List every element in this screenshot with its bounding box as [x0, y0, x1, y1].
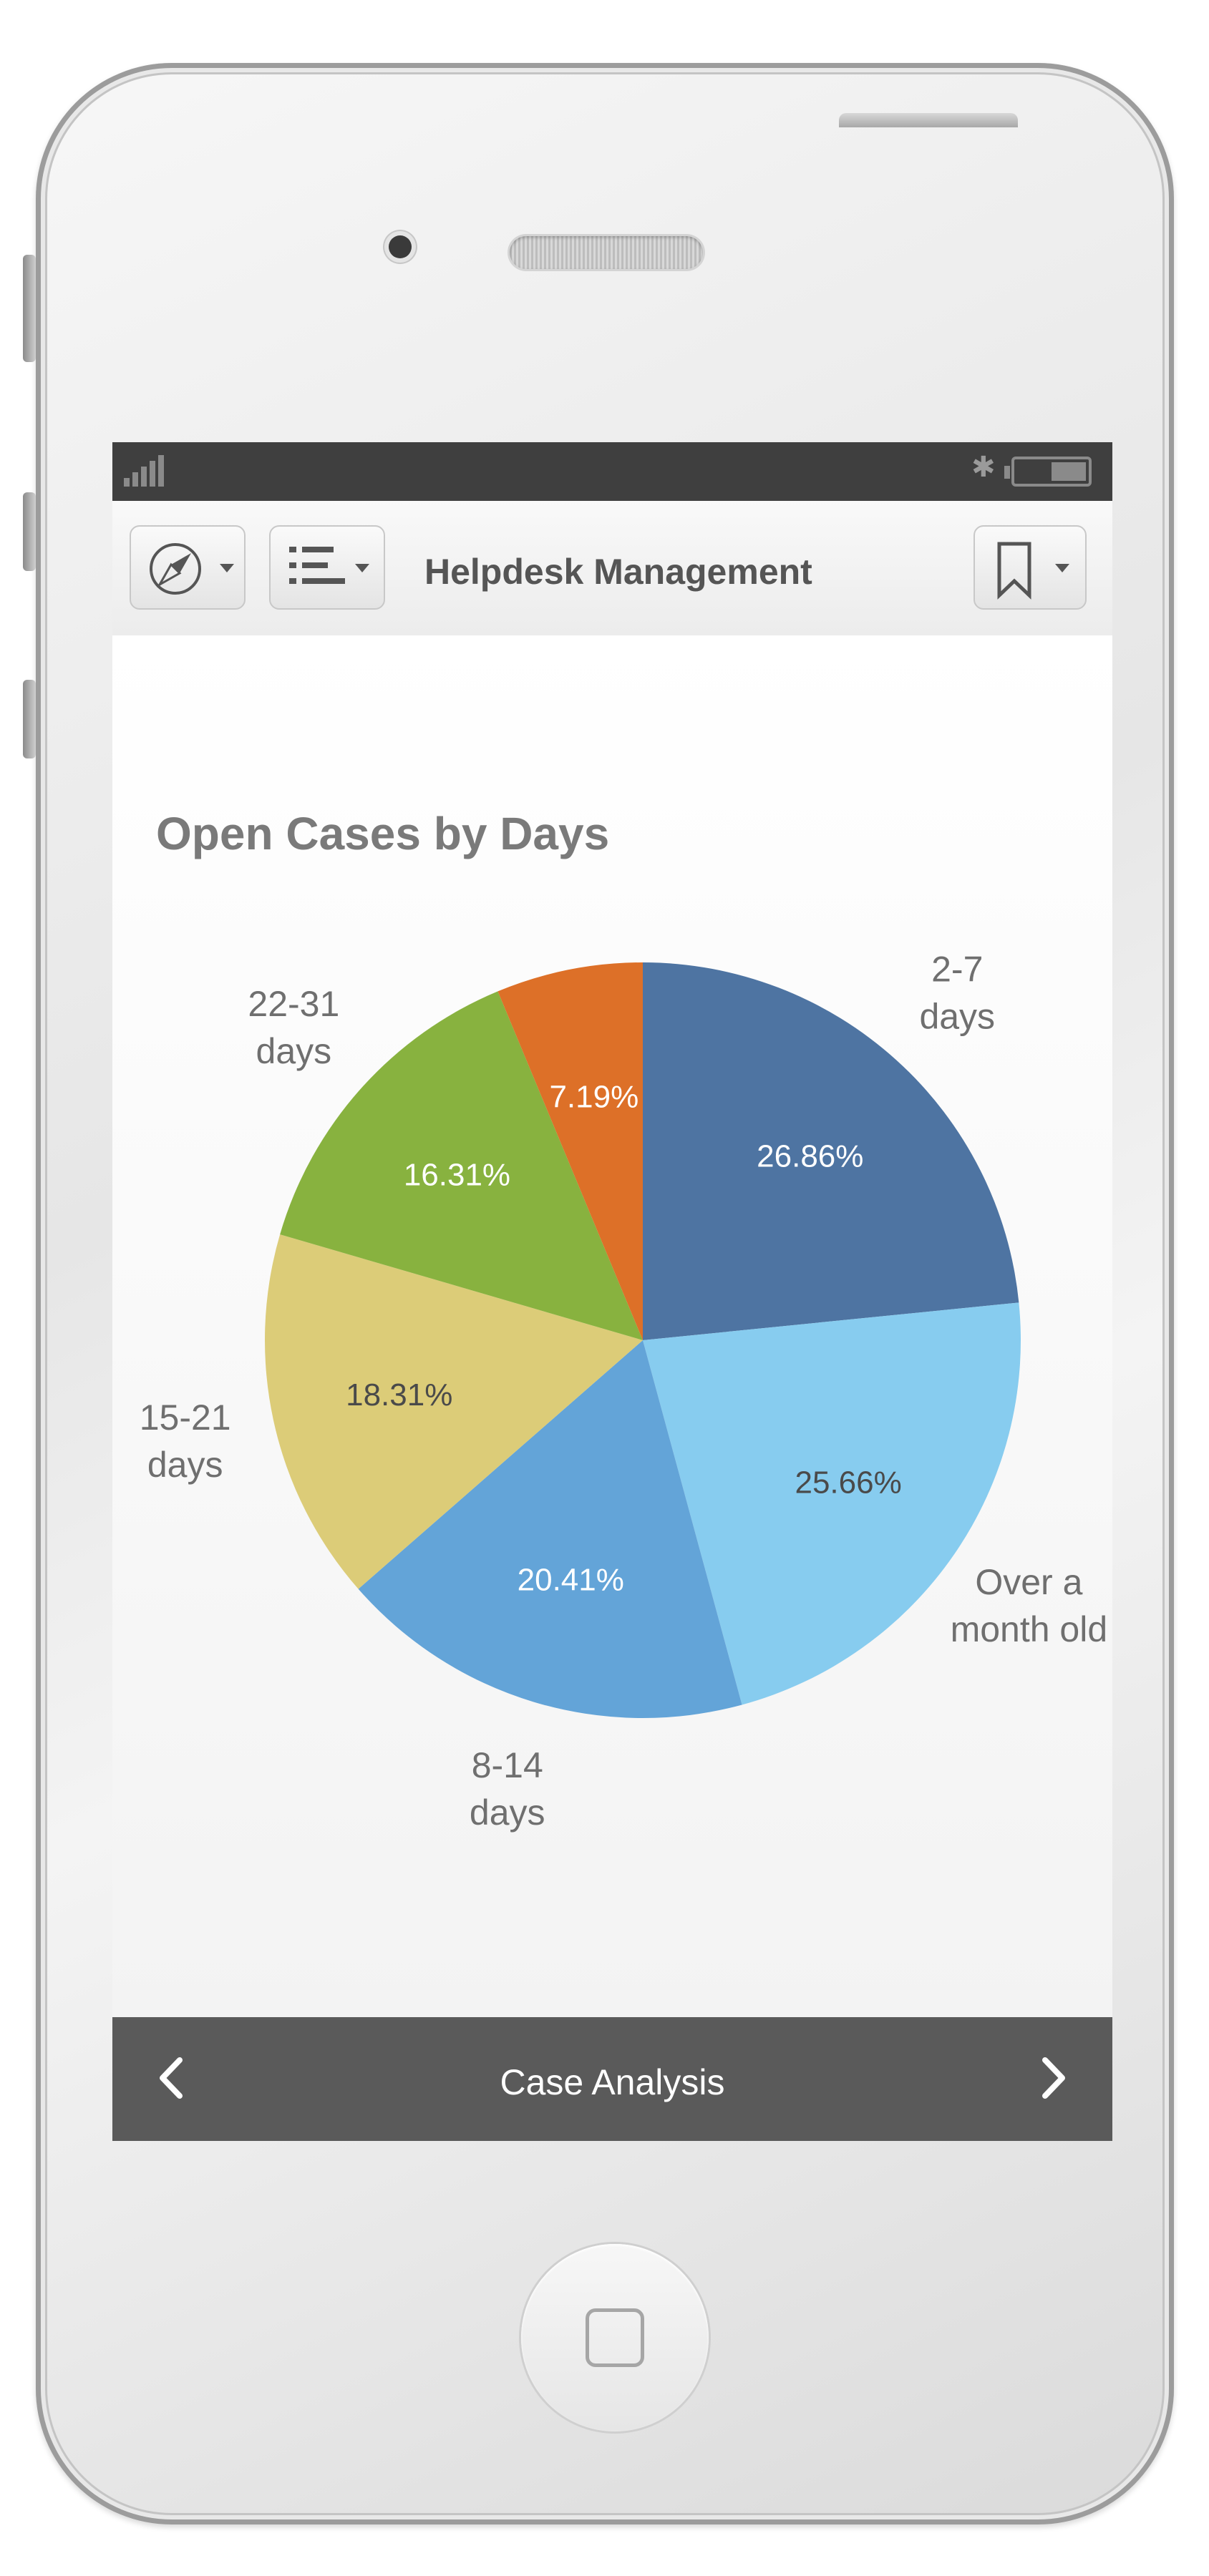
- chevron-right-icon[interactable]: [1022, 2046, 1087, 2110]
- navigation-menu-button[interactable]: [130, 525, 246, 610]
- signal-bars-icon: [124, 455, 167, 487]
- slice-category-label: 8-14 days: [470, 1745, 545, 1833]
- slice-category-label: 22-31 days: [248, 984, 339, 1071]
- chart-title: Open Cases by Days: [156, 808, 610, 859]
- volume-up-button: [23, 492, 36, 571]
- battery-icon: [1004, 457, 1092, 487]
- pie-chart: 26.86% 2-7 days 25.66% Over a month old 20.41%…: [140, 949, 1108, 1833]
- pie-slice[interactable]: [643, 962, 1019, 1340]
- phone-screen: ✱ Helpdesk Management: [112, 442, 1112, 2141]
- sections-menu-button[interactable]: [269, 525, 385, 610]
- slice-value-label: 7.19%: [549, 1079, 639, 1114]
- front-camera: [389, 235, 412, 258]
- slice-value-label: 25.66%: [795, 1465, 901, 1501]
- slice-category-label: 15-21 days: [140, 1397, 231, 1485]
- app-toolbar: Helpdesk Management: [112, 501, 1112, 637]
- pie-slice[interactable]: [358, 1340, 742, 1718]
- earpiece-speaker: [510, 236, 703, 269]
- pie-slice[interactable]: [265, 1234, 643, 1589]
- slice-value-label: 26.86%: [757, 1139, 863, 1174]
- home-button-icon: [586, 2308, 644, 2367]
- list-icon: [289, 547, 369, 584]
- slice-value-label: 20.41%: [518, 1563, 624, 1598]
- status-bar: ✱: [112, 442, 1112, 501]
- pie-slice[interactable]: [643, 1302, 1021, 1705]
- power-button: [839, 113, 1018, 127]
- bookmark-icon: [997, 542, 1069, 600]
- slice-value-label: 16.31%: [404, 1157, 510, 1192]
- pie-slice[interactable]: [280, 991, 643, 1340]
- mute-switch: [23, 255, 36, 362]
- bookmarks-button[interactable]: [973, 525, 1087, 610]
- slice-value-label: 18.31%: [346, 1377, 452, 1413]
- volume-down-button: [23, 680, 36, 758]
- slice-category-label: Over a month old: [951, 1562, 1108, 1649]
- chevron-left-icon[interactable]: [138, 2046, 203, 2110]
- compass-icon: [150, 543, 234, 595]
- dashboard-content: Open Cases by Days 26.86% 2-7 days 25.66% Ov…: [112, 635, 1112, 2017]
- app-title: Helpdesk Management: [424, 552, 812, 592]
- bottom-navigation: Case Analysis: [112, 2017, 1112, 2141]
- slice-category-label: 2-7 days: [919, 949, 995, 1036]
- pie-slice[interactable]: [497, 962, 643, 1340]
- page-title: Case Analysis: [500, 2062, 725, 2102]
- home-button[interactable]: [521, 2244, 709, 2431]
- bluetooth-icon: ✱: [971, 451, 996, 484]
